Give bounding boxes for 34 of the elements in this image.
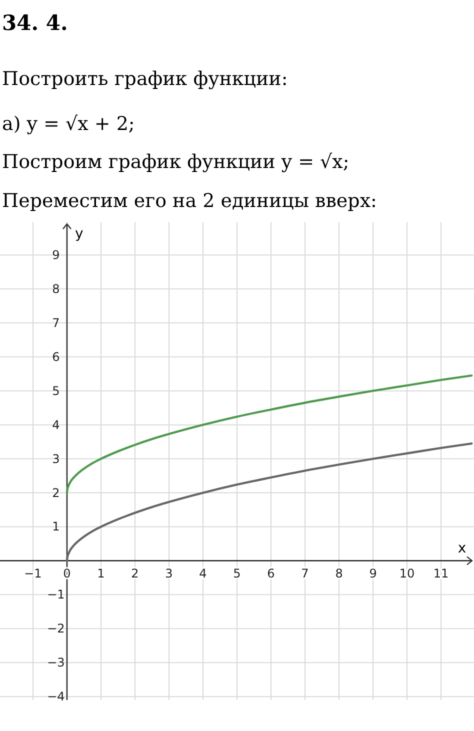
x-tick-label: 5 (233, 566, 241, 581)
y-tick-label: 4 (52, 418, 60, 432)
x-tick-label: 2 (131, 566, 139, 581)
y-tick-label: −4 (47, 690, 65, 704)
text: Переместим его на 2 единицы вверх: (2, 190, 377, 212)
chart-title: 34. 4. (2, 10, 68, 35)
x-tick-label: −1 (24, 566, 42, 581)
y-tick-label: 3 (52, 452, 60, 466)
y-tick-label: 1 (52, 520, 60, 534)
y-tick-label: −2 (47, 622, 65, 636)
y-tick-label: −3 (47, 656, 65, 670)
y-tick-label: 8 (52, 282, 60, 296)
x-tick-label: 6 (267, 566, 275, 581)
text: Построим график функции y = √x; (2, 151, 350, 173)
y-tick-label: 6 (52, 350, 60, 364)
x-tick-label: 1 (97, 566, 105, 581)
y-axis-title: y (74, 226, 84, 242)
y-tick-label: 7 (52, 316, 60, 330)
x-tick-label: 3 (165, 566, 173, 581)
text: Построить график функции: (2, 68, 288, 90)
y-tick-label: −1 (47, 588, 65, 602)
x-axis-title: x (458, 540, 466, 557)
y-tick-label: 2 (52, 486, 60, 500)
line-series (66, 442, 473, 562)
x-tick-label: 8 (335, 566, 343, 581)
y-tick-label: 9 (52, 248, 60, 262)
x-tick-label: 4 (199, 566, 207, 581)
x-tick-label: 11 (433, 566, 449, 581)
x-tick-label: 9 (369, 566, 377, 581)
y-tick-label: 5 (52, 384, 60, 398)
x-tick-label: 10 (399, 566, 415, 581)
x-tick-label: 7 (301, 566, 309, 581)
text: а) y = √x + 2; (2, 113, 135, 135)
line-series (66, 374, 473, 494)
